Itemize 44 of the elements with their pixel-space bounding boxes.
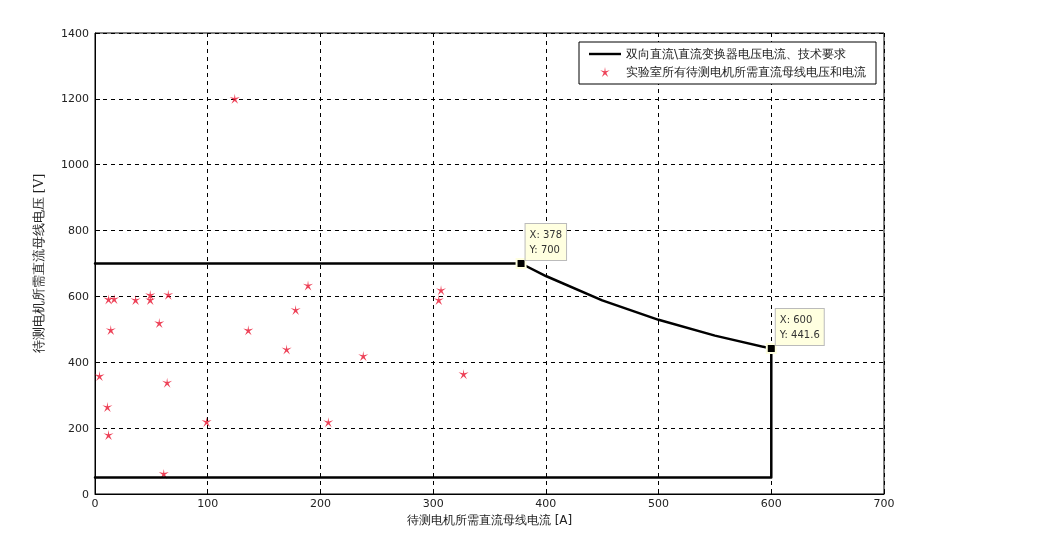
point — [290, 304, 301, 315]
y-axis-title: 待测电机所需直流母线电压 [V] — [31, 173, 46, 354]
point — [281, 344, 292, 355]
point — [358, 351, 369, 362]
point — [154, 318, 165, 329]
x-axis-title: 待测电机所需直流母线电流 [A] — [406, 512, 573, 527]
y-tick-label: 1400 — [61, 26, 89, 40]
x-tick-label: 100 — [197, 497, 219, 510]
y-tick-label: 1000 — [61, 158, 89, 172]
point — [162, 377, 173, 388]
x-tick-label: 700 — [873, 497, 895, 510]
point — [94, 371, 105, 382]
x-tick-label: 200 — [309, 497, 331, 510]
x-tick-label: 500 — [648, 497, 670, 510]
point — [229, 93, 240, 104]
y-tick-label: 400 — [68, 355, 89, 369]
point — [433, 295, 444, 306]
point — [105, 325, 116, 336]
point — [102, 402, 113, 413]
y-tick-label: 1200 — [61, 92, 89, 106]
point — [109, 294, 120, 305]
annotation: X: 378 Y: 700 — [528, 229, 563, 255]
legend-label: 实验室所有待测电机所需直流母线电压和电流 — [626, 65, 866, 79]
y-tick-label: 600 — [68, 289, 89, 303]
y-tick-label: 0 — [82, 487, 89, 501]
point — [243, 325, 254, 336]
x-tick-label: 600 — [760, 497, 782, 510]
x-tick-label: 300 — [422, 497, 444, 510]
annotation: X: 600 Y: 441.6 — [778, 314, 820, 341]
point — [145, 295, 156, 306]
y-tick-label: 200 — [68, 421, 89, 435]
point — [201, 416, 212, 427]
point — [323, 417, 334, 428]
point — [130, 295, 141, 306]
x-tick-label: 400 — [535, 497, 557, 510]
point — [458, 369, 469, 380]
x-tick-label: 0 — [91, 497, 99, 510]
point — [515, 258, 527, 269]
y-tick-label: 800 — [68, 224, 89, 238]
point — [436, 285, 447, 296]
legend-label: 双向直流\直流变换器电压电流、技术要求 — [626, 47, 847, 61]
point — [163, 289, 174, 300]
point — [765, 343, 777, 355]
point — [103, 430, 114, 441]
